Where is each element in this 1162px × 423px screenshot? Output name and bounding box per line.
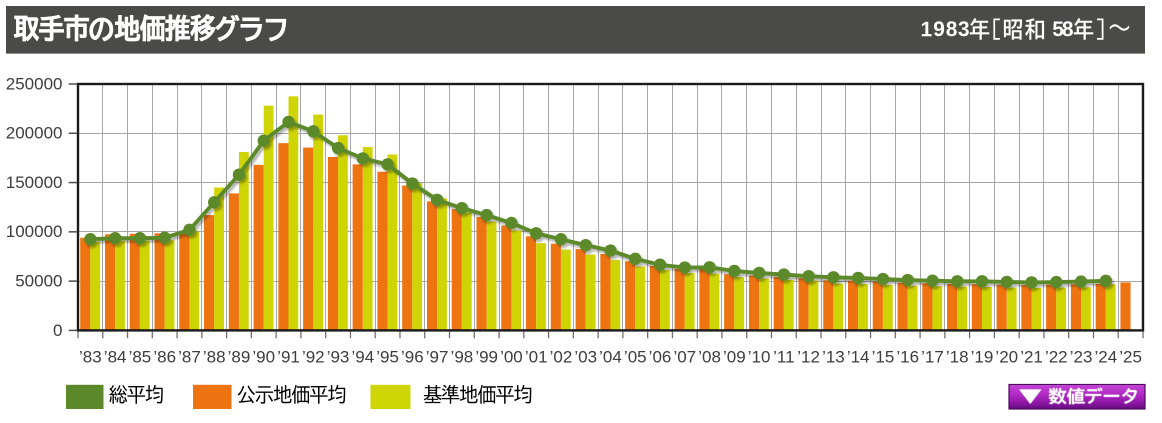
svg-text:200000: 200000 xyxy=(6,124,63,143)
svg-text:’88: ’88 xyxy=(203,347,226,366)
svg-text:’25: ’25 xyxy=(1119,347,1142,366)
svg-text:’21: ’21 xyxy=(1020,347,1043,366)
svg-text:’20: ’20 xyxy=(995,347,1018,366)
svg-text:’90: ’90 xyxy=(252,347,275,366)
svg-text:’07: ’07 xyxy=(673,347,696,366)
svg-text:’91: ’91 xyxy=(277,347,300,366)
svg-text:’15: ’15 xyxy=(872,347,895,366)
svg-text:’22: ’22 xyxy=(1045,347,1068,366)
svg-text:’17: ’17 xyxy=(921,347,944,366)
svg-text:’04: ’04 xyxy=(599,347,622,366)
svg-text:’05: ’05 xyxy=(624,347,647,366)
svg-text:150000: 150000 xyxy=(6,173,63,192)
svg-text:’96: ’96 xyxy=(401,347,424,366)
svg-text:’86: ’86 xyxy=(153,347,176,366)
svg-text:’13: ’13 xyxy=(822,347,845,366)
svg-text:’16: ’16 xyxy=(896,347,919,366)
svg-text:’00: ’00 xyxy=(500,347,523,366)
svg-text:’11: ’11 xyxy=(773,347,794,366)
svg-text:’06: ’06 xyxy=(649,347,672,366)
svg-text:’10: ’10 xyxy=(748,347,771,366)
svg-text:250000: 250000 xyxy=(6,74,63,93)
svg-text:’01: ’01 xyxy=(525,347,548,366)
svg-text:’14: ’14 xyxy=(847,347,870,366)
svg-text:’98: ’98 xyxy=(451,347,474,366)
svg-text:’94: ’94 xyxy=(351,347,374,366)
svg-text:’09: ’09 xyxy=(723,347,746,366)
svg-text:’19: ’19 xyxy=(971,347,994,366)
svg-text:’95: ’95 xyxy=(376,347,399,366)
svg-text:’03: ’03 xyxy=(574,347,597,366)
svg-text:’84: ’84 xyxy=(104,347,127,366)
svg-text:’24: ’24 xyxy=(1095,347,1118,366)
svg-text:’93: ’93 xyxy=(327,347,350,366)
svg-text:’97: ’97 xyxy=(426,347,449,366)
svg-text:’12: ’12 xyxy=(797,347,820,366)
svg-text:50000: 50000 xyxy=(15,272,62,291)
svg-text:’85: ’85 xyxy=(129,347,152,366)
svg-text:’89: ’89 xyxy=(228,347,251,366)
svg-text:’92: ’92 xyxy=(302,347,325,366)
svg-text:0: 0 xyxy=(53,321,62,340)
svg-text:’23: ’23 xyxy=(1070,347,1093,366)
svg-text:’83: ’83 xyxy=(79,347,102,366)
svg-text:’87: ’87 xyxy=(178,347,201,366)
svg-text:100000: 100000 xyxy=(6,222,63,241)
svg-text:’08: ’08 xyxy=(698,347,721,366)
svg-text:’18: ’18 xyxy=(946,347,969,366)
svg-text:’02: ’02 xyxy=(550,347,573,366)
svg-text:’99: ’99 xyxy=(475,347,498,366)
